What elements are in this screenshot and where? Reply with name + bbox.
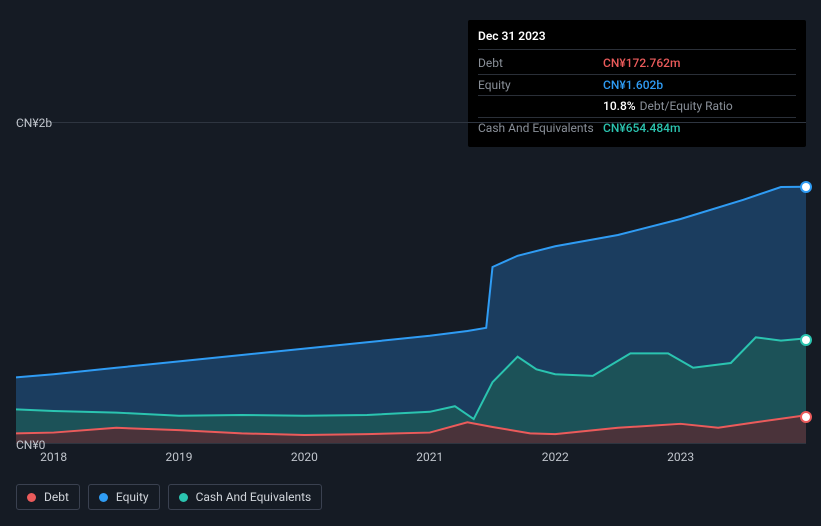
x-axis-label: 2019 [166, 450, 193, 464]
x-axis-label: 2020 [291, 450, 318, 464]
tooltip-row-sub: Debt/Equity Ratio [640, 98, 733, 115]
tooltip-row-value: CN¥172.762m [603, 55, 680, 72]
chart-svg [16, 123, 806, 443]
series-end-marker [802, 183, 810, 191]
tooltip-row-label: Equity [478, 77, 603, 94]
y-axis-label: CN¥2b [16, 116, 22, 130]
chart-container: CN¥2bCN¥0 2018 2019 2020 2021 2022 2023 [16, 122, 806, 468]
legend-item[interactable]: Debt [16, 484, 80, 510]
legend-item[interactable]: Cash And Equivalents [168, 484, 323, 510]
series-end-marker [802, 336, 810, 344]
chart-plot-area[interactable]: CN¥2bCN¥0 [16, 122, 806, 444]
x-axis-label: 2018 [40, 450, 67, 464]
legend-label: Cash And Equivalents [196, 490, 312, 504]
tooltip-row: 10.8%Debt/Equity Ratio [478, 96, 796, 118]
tooltip-date: Dec 31 2023 [478, 28, 796, 50]
legend-swatch [99, 493, 108, 502]
x-axis-label: 2023 [667, 450, 694, 464]
legend-swatch [179, 493, 188, 502]
legend-item[interactable]: Equity [88, 484, 160, 510]
series-end-marker [802, 413, 810, 421]
tooltip-row-label: Debt [478, 55, 603, 72]
legend-label: Equity [116, 490, 149, 504]
x-axis-label: 2021 [416, 450, 443, 464]
tooltip-row: EquityCN¥1.602b [478, 75, 796, 97]
chart-legend: Debt Equity Cash And Equivalents [16, 484, 322, 510]
x-axis: 2018 2019 2020 2021 2022 2023 [16, 444, 806, 468]
tooltip-row-value: 10.8% [603, 98, 636, 115]
tooltip-row-value: CN¥1.602b [603, 77, 663, 94]
tooltip-row: DebtCN¥172.762m [478, 53, 796, 75]
legend-label: Debt [44, 490, 69, 504]
x-axis-label: 2022 [542, 450, 569, 464]
tooltip-row-label [478, 98, 603, 115]
legend-swatch [27, 493, 36, 502]
